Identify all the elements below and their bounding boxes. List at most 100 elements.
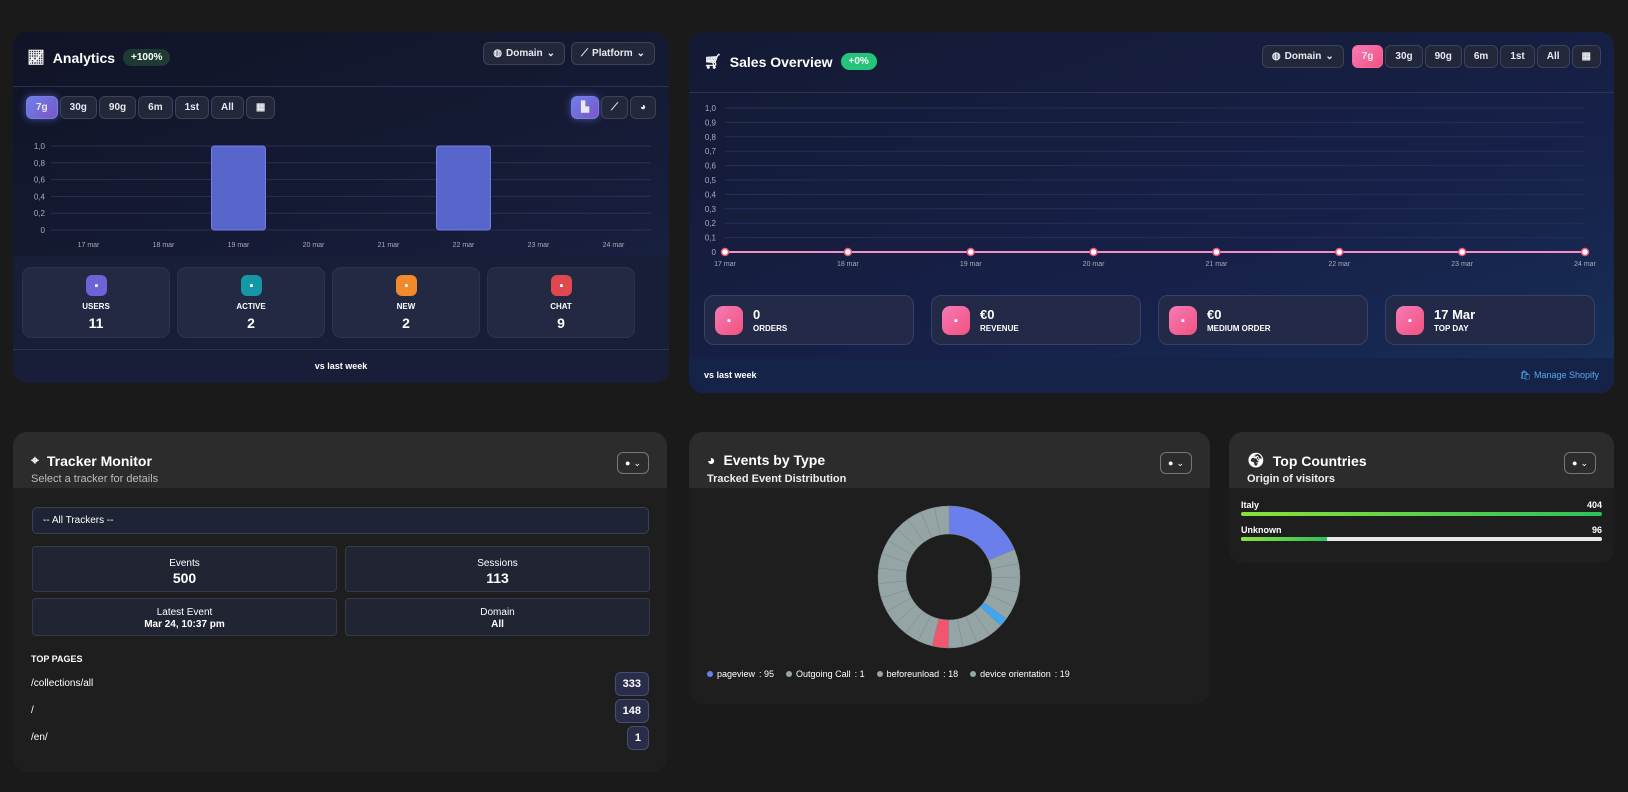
sales-stat-value: €0 (1207, 307, 1222, 322)
tracker-stat-sessions: Sessions 113 (345, 546, 650, 592)
events-title-text: Events by Type (723, 452, 826, 468)
range-6m[interactable]: 6m (138, 96, 173, 119)
analytics-title: 📈︎ Analytics +100% (27, 49, 171, 66)
calendar-icon: ▪ (551, 275, 572, 296)
x-tick-label: 17 mar (714, 261, 736, 268)
tracker-card: ⌖ Tracker Monitor Select a tracker for de… (13, 432, 667, 772)
sales-line-chart: 0 0,1 0,2 0,3 0,4 0,5 0,6 0,7 0,8 0,9 1,0 17 mar 18 … (705, 104, 1597, 268)
sales-change-badge: +0% (840, 53, 877, 70)
domain-label: Domain (1284, 51, 1322, 62)
tracker-subtitle: Select a tracker for details (31, 473, 159, 485)
analytics-change-badge: +100% (123, 49, 171, 66)
stat-label: NEW (396, 302, 416, 311)
legend-item[interactable]: pageview: 95 (707, 669, 774, 679)
line-point (1580, 247, 1590, 257)
y-tick-label: 0,4 (34, 192, 46, 201)
analytics-title-text: Analytics (52, 49, 116, 66)
bar (436, 145, 491, 231)
x-tick-label: 19 mar (228, 242, 250, 249)
calendar-button[interactable]: ▦ (1571, 45, 1601, 68)
calendar-icon: ▦ (1581, 51, 1591, 62)
domain-label: Domain (505, 48, 543, 59)
events-options-dropdown[interactable]: ● ⌄ (1160, 452, 1192, 474)
top-page-path[interactable]: /en/ (31, 732, 48, 743)
countries-card: 🌍︎ Top Countries Origin of visitors ● ⌄ It… (1229, 432, 1614, 563)
range-1st[interactable]: 1st (1500, 45, 1535, 68)
y-tick-label: 0,5 (705, 176, 717, 185)
legend-label: pageview (717, 669, 756, 679)
y-tick-label: 0,7 (705, 147, 717, 156)
range-30g[interactable]: 30g (1385, 45, 1423, 68)
tracker-stat-events: Events 500 (32, 546, 337, 592)
stat-label: USERS (82, 302, 110, 311)
y-tick-label: 0,4 (705, 190, 717, 199)
sales-stat-value: €0 (980, 307, 995, 322)
document-icon: ▪ (86, 275, 107, 296)
x-tick-label: 18 mar (837, 261, 859, 268)
tracker-stat-label: Events (169, 558, 200, 569)
domain-dropdown[interactable]: ◍ Domain ⌄ (483, 42, 566, 65)
legend-label: beforeunload (886, 669, 940, 679)
pie-chart-icon: ◕ (707, 452, 716, 468)
country-value: 96 (1591, 525, 1602, 535)
sales-stat-label: TOP DAY (1434, 324, 1469, 333)
tracker-stat-label: Latest Event (156, 607, 213, 618)
x-tick-label: 20 mar (1083, 261, 1105, 268)
line-chart-toggle[interactable]: ⟋ (600, 96, 628, 119)
chevron-down-icon: ⌄ (1580, 457, 1588, 468)
chevron-down-icon: ⌄ (1176, 457, 1184, 468)
events-subtitle: Tracked Event Distribution (707, 473, 847, 485)
domain-dropdown[interactable]: ◍ Domain ⌄ (1261, 45, 1344, 68)
legend-item[interactable]: device orientation: 19 (970, 669, 1070, 679)
sales-stat-label: MEDIUM ORDER (1207, 324, 1271, 333)
top-pages-title: TOP PAGES (31, 654, 83, 664)
range-7g[interactable]: 7g (1351, 45, 1384, 68)
tracker-options-dropdown[interactable]: ● ⌄ (617, 452, 649, 474)
sales-card: 🛒︎ Sales Overview +0% ◍ Domain ⌄ 7g 30g 90g 6m… (689, 32, 1614, 393)
calendar-button[interactable]: ▦ (245, 96, 276, 119)
range-7g[interactable]: 7g (26, 96, 58, 119)
legend-value: : 18 (943, 669, 959, 679)
y-tick-label: 0,3 (705, 205, 717, 214)
chevron-down-icon: ⌄ (636, 48, 645, 59)
y-tick-label: 1,0 (705, 104, 717, 113)
top-page-path[interactable]: /collections/all (31, 678, 94, 689)
users-icon: ▪ (241, 275, 262, 296)
range-90g[interactable]: 90g (1424, 45, 1462, 68)
range-all[interactable]: All (1536, 45, 1570, 68)
stat-active: ▪ ACTIVE 2 (177, 267, 325, 338)
stat-users: ▪ USERS 11 (22, 267, 170, 338)
range-90g[interactable]: 90g (98, 96, 137, 119)
countries-title: 🌍︎ Top Countries (1247, 452, 1367, 469)
stat-value: 2 (247, 315, 255, 331)
platform-dropdown[interactable]: ⟋ Platform ⌄ (571, 42, 655, 65)
legend-item[interactable]: beforeunload: 18 (876, 669, 959, 679)
line-chart-icon: 📈︎ (27, 49, 45, 65)
cart-icon: 🛒︎ (704, 53, 722, 69)
range-6m[interactable]: 6m (1463, 45, 1499, 68)
x-tick-label: 18 mar (153, 242, 175, 249)
tracker-select[interactable]: -- All Trackers -- (32, 507, 649, 534)
range-all[interactable]: All (211, 96, 244, 119)
tracker-stat-value: Mar 24, 10:37 pm (144, 619, 225, 630)
legend-item[interactable]: Outgoing Call: 1 (786, 669, 865, 679)
basket-icon: ▪ (1169, 306, 1197, 335)
countries-options-dropdown[interactable]: ● ⌄ (1564, 452, 1596, 474)
line-point (843, 247, 853, 257)
sales-footer: vs last week (704, 370, 757, 380)
top-page-path[interactable]: / (31, 705, 34, 716)
y-tick-label: 1,0 (34, 142, 46, 151)
shopify-bag-icon: 🛍︎ (1519, 370, 1531, 380)
events-legend: pageview: 95 Outgoing Call: 1 beforeunload… (707, 669, 1070, 679)
line-point (720, 247, 730, 257)
y-tick-label: 0 (712, 248, 717, 257)
bar-chart-toggle[interactable]: ▙ (571, 96, 599, 119)
pie-chart-toggle[interactable]: ◕ (629, 96, 656, 119)
stat-label: CHAT (550, 302, 572, 311)
donut-slice-other (934, 505, 950, 536)
range-30g[interactable]: 30g (59, 96, 97, 119)
manage-shopify-link[interactable]: 🛍︎ Manage Shopify (1520, 370, 1599, 381)
range-1st[interactable]: 1st (174, 96, 210, 119)
sales-stat-medium-order: ▪ €0 MEDIUM ORDER (1158, 295, 1368, 345)
platform-label: Platform (592, 48, 633, 59)
